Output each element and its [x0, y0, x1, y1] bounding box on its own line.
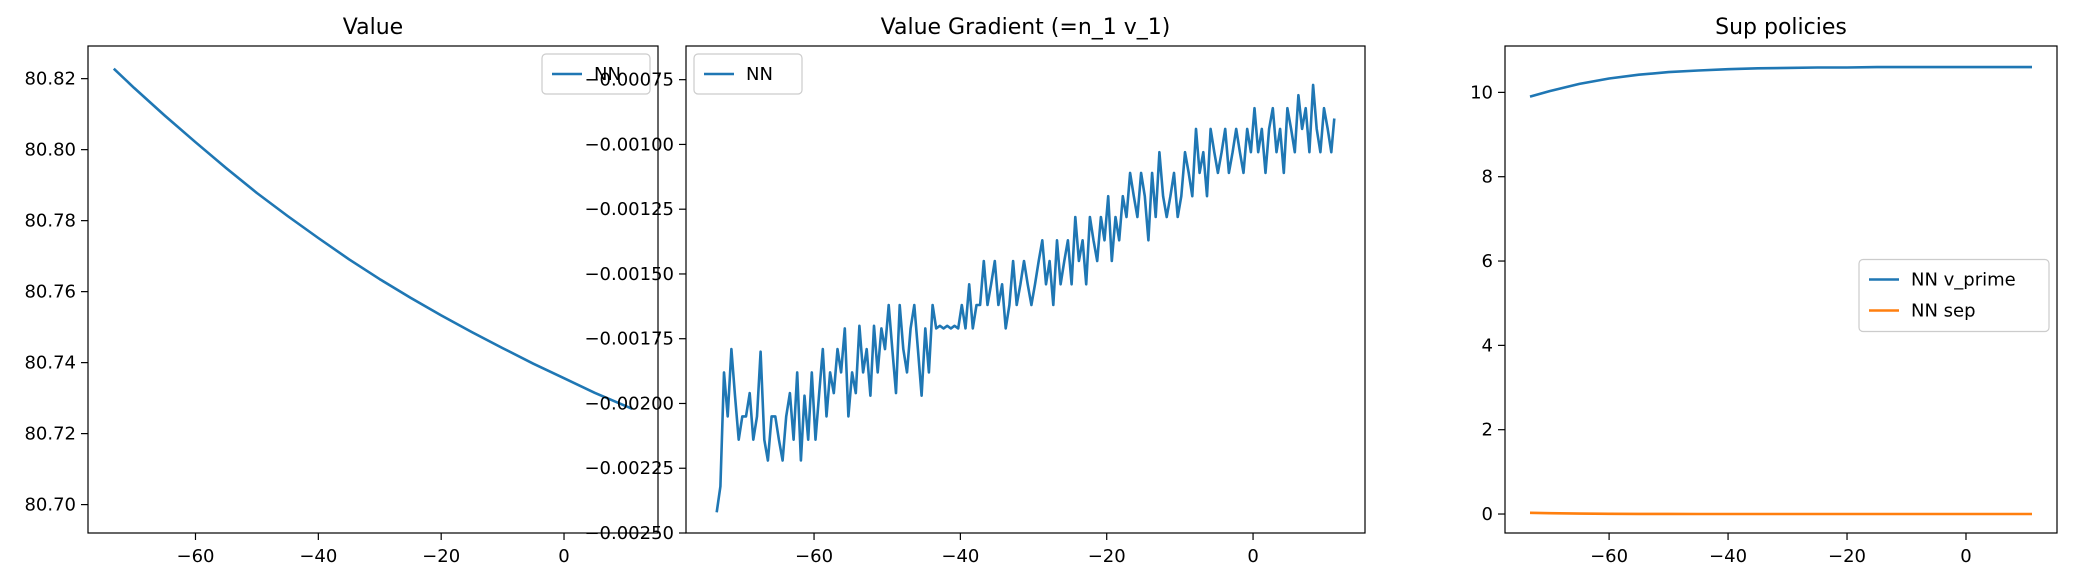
- x-tick-label: 0: [1247, 546, 1258, 567]
- legend-box: [1858, 258, 2050, 333]
- y-tick-label: 4: [1482, 335, 1493, 356]
- y-tick-label: −0.00125: [584, 199, 674, 220]
- series-line-nn-v-prime: [1529, 65, 2032, 98]
- y-tick-label: 80.76: [24, 282, 76, 303]
- x-tick-label: −60: [1590, 546, 1628, 567]
- y-tick-label: 80.72: [24, 424, 76, 445]
- y-tick-label: −0.00075: [584, 70, 674, 91]
- legend-box: [693, 53, 803, 95]
- y-tick-label: 10: [1470, 82, 1493, 103]
- y-tick-label: −0.00250: [584, 523, 674, 544]
- y-tick-label: 80.78: [24, 211, 76, 232]
- y-tick-label: 8: [1482, 167, 1493, 188]
- y-tick-label: −0.00175: [584, 329, 674, 350]
- series-line-nn: [715, 83, 1336, 513]
- x-tick-label: −40: [299, 546, 337, 567]
- chart-title: Value: [343, 15, 403, 40]
- x-tick-label: −60: [795, 546, 833, 567]
- series-line-nn: [112, 67, 633, 410]
- x-tick-label: −40: [1709, 546, 1747, 567]
- y-tick-label: 2: [1482, 420, 1493, 441]
- legend-label: NN: [594, 64, 621, 85]
- panel-2: Value Gradient (=n_1 v_1) −60 −40 −20 0 −0.00…: [584, 15, 1366, 567]
- legend-label: NN sep: [1911, 301, 1976, 322]
- axes-frame: [685, 45, 1366, 534]
- y-tick-label: −0.00200: [584, 393, 674, 414]
- legend-box: [541, 53, 651, 95]
- y-tick-label: 6: [1482, 251, 1493, 272]
- chart-title: Sup policies: [1715, 15, 1847, 40]
- chart-title: Value Gradient (=n_1 v_1): [881, 15, 1171, 40]
- x-tick-label: 0: [1960, 546, 1971, 567]
- legend: NN v_prime NN sep: [1858, 258, 2050, 333]
- panel-1: Value −60 −40 −20 0 80.70 80.72 80.74 80.76 80.78…: [24, 15, 659, 567]
- y-tick-label: −0.00225: [584, 458, 674, 479]
- legend: NN: [693, 53, 803, 95]
- x-tick-label: −20: [1828, 546, 1866, 567]
- y-tick-label: 80.74: [24, 353, 76, 374]
- x-tick-label: −20: [1088, 546, 1126, 567]
- y-tick-label: 80.80: [24, 140, 76, 161]
- x-tick-label: 0: [558, 546, 569, 567]
- series-line-nn-sep: [1529, 511, 2032, 516]
- x-tick-label: −20: [422, 546, 460, 567]
- legend: NN: [541, 53, 651, 95]
- y-tick-label: 80.82: [24, 69, 76, 90]
- legend-label: NN: [746, 64, 773, 85]
- y-tick-label: −0.00150: [584, 264, 674, 285]
- axes-frame: [1504, 45, 2058, 534]
- axes-frame: [87, 45, 659, 534]
- y-tick-label: 0: [1482, 504, 1493, 525]
- x-tick-label: −40: [941, 546, 979, 567]
- y-tick-label: −0.00100: [584, 134, 674, 155]
- legend-label: NN v_prime: [1911, 270, 2016, 291]
- y-tick-label: 80.70: [24, 495, 76, 516]
- x-tick-label: −60: [176, 546, 214, 567]
